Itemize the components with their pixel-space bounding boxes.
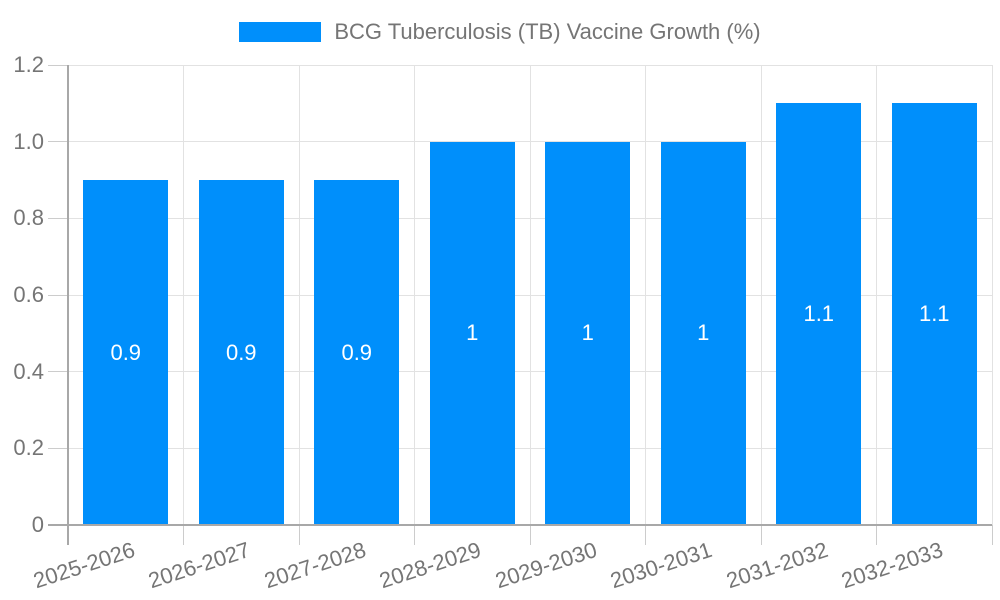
y-axis-label: 0 (31, 512, 44, 537)
x-axis-label: 2032-2033 (838, 537, 946, 594)
x-tick (760, 525, 762, 545)
legend-swatch[interactable] (239, 22, 322, 42)
bar-value-label: 1.1 (918, 301, 950, 327)
bar-2025-2026[interactable] (83, 180, 169, 525)
bar-value-label: 0.9 (225, 339, 257, 365)
bar-value-label: 0.9 (341, 339, 373, 365)
x-tick (876, 525, 877, 545)
y-axis-label: 0.6 (13, 282, 44, 307)
y-tick (48, 371, 68, 373)
x-axis-label: 2027-2028 (260, 537, 369, 594)
bar-value-label: 1 (466, 320, 479, 346)
legend-label: BCG Tuberculosis (TB) Vaccine Growth (%) (334, 19, 761, 44)
x-axis-label: 2025-2026 (29, 537, 138, 594)
y-axis-label: 0.2 (13, 435, 44, 461)
bar-2027-2028[interactable] (314, 180, 400, 525)
bar-value-label: 1 (697, 320, 710, 346)
x-axis-label: 2028-2029 (376, 537, 484, 594)
x-gridline (645, 65, 646, 525)
bar-value-label: 1 (581, 320, 594, 346)
x-gridline (529, 65, 531, 525)
x-gridline (183, 65, 184, 525)
bar-2028-2029[interactable] (429, 141, 515, 525)
bar-2026-2027[interactable] (198, 180, 284, 525)
x-tick (183, 525, 184, 545)
x-gridline (760, 65, 762, 525)
bar-2032-2033[interactable] (891, 103, 977, 525)
x-tick (645, 525, 646, 545)
bar-value-label: 0.9 (110, 339, 142, 365)
x-gridline (414, 65, 415, 525)
x-axis-label: 2030-2031 (607, 537, 715, 594)
legend[interactable]: BCG Tuberculosis (TB) Vaccine Growth (%) (0, 19, 1000, 45)
x-axis-line (48, 524, 992, 526)
y-axis-line (67, 65, 69, 545)
y-tick (48, 294, 68, 296)
x-gridline (991, 65, 993, 525)
x-axis-label: 2026-2027 (145, 537, 253, 594)
bar-2031-2032[interactable] (776, 103, 862, 525)
x-axis-label: 2031-2032 (722, 537, 831, 594)
bar-2030-2031[interactable] (660, 141, 746, 525)
y-tick (48, 141, 68, 143)
y-axis-label: 0.4 (13, 358, 44, 384)
x-tick (529, 525, 531, 545)
y-tick (48, 64, 68, 66)
bar-2029-2030[interactable] (545, 141, 631, 525)
y-tick (48, 447, 68, 449)
x-tick (991, 525, 993, 545)
x-axis-label: 2029-2030 (491, 537, 600, 594)
x-tick (414, 525, 415, 545)
bar-value-label: 1.1 (803, 301, 835, 327)
y-tick (48, 217, 68, 219)
plot-area: 0 0.2 0.4 0.6 0.8 1.0 1.2 0.9 2025-2026 0.9 2026-2… (13, 52, 993, 593)
y-axis-label: 1.2 (13, 52, 44, 77)
x-gridline (876, 65, 877, 525)
x-gridline (298, 65, 300, 525)
x-tick (298, 525, 300, 545)
y-axis-label: 1.0 (13, 128, 44, 154)
y-axis-label: 0.8 (13, 205, 44, 231)
